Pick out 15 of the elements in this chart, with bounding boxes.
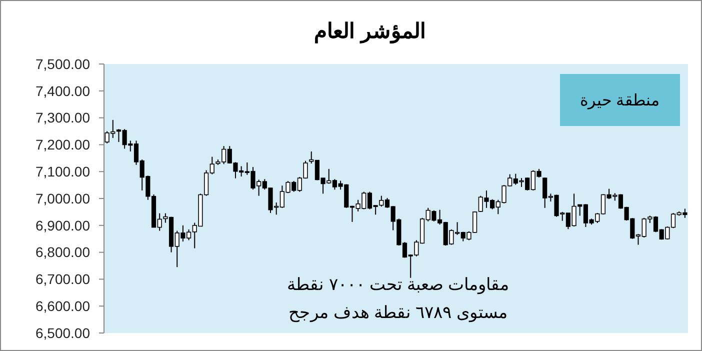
chart-title: المؤشر العام bbox=[314, 20, 426, 44]
annotation: مقاومات صعبة تحت ٧٠٠٠ نقطة bbox=[287, 275, 509, 295]
y-tick-label: 7,300.00 bbox=[36, 110, 90, 126]
annotation: منطقة حيرة bbox=[580, 92, 660, 110]
y-tick-label: 7,200.00 bbox=[36, 136, 90, 153]
y-tick-label: 6,600.00 bbox=[36, 298, 90, 314]
y-tick-label: 7,100.00 bbox=[36, 164, 90, 180]
y-tick-label: 7,000.00 bbox=[36, 190, 90, 206]
annotation: مستوى ٦٧٨٩ نقطة هدف مرجح bbox=[288, 303, 508, 323]
y-tick-label: 6,800.00 bbox=[36, 244, 90, 260]
y-tick-label: 6,700.00 bbox=[36, 271, 90, 288]
y-tick-label: 7,500.00 bbox=[36, 56, 90, 72]
y-tick-label: 6,900.00 bbox=[36, 217, 90, 234]
y-tick-label: 6,500.00 bbox=[36, 324, 90, 341]
y-tick-label: 7,400.00 bbox=[36, 82, 90, 99]
